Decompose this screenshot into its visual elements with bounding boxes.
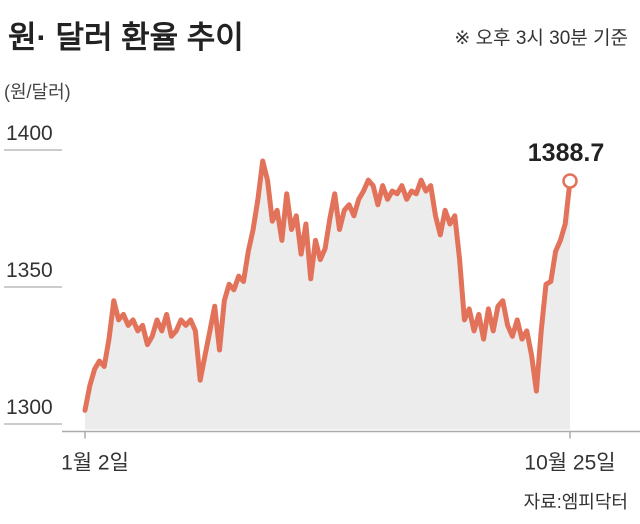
area xyxy=(85,161,570,430)
y-unit-label: (원/달러) xyxy=(4,82,71,102)
y-tick-label: 1300 xyxy=(6,396,53,419)
chart-title: 원· 달러 환율 추이 xyxy=(8,20,244,55)
end-marker xyxy=(562,173,578,189)
value-label: 1388.7 xyxy=(528,139,604,167)
source: 자료:엠피닥터 xyxy=(524,492,628,512)
x-tick-label: 1월 2일 xyxy=(61,452,129,475)
line xyxy=(82,158,573,413)
y-tick-label: 1400 xyxy=(6,122,53,145)
note: ※ 오후 3시 30분 기준 xyxy=(454,27,628,49)
y-tick-label: 1350 xyxy=(6,259,53,282)
x-tick-label: 10월 25일 xyxy=(524,452,615,475)
